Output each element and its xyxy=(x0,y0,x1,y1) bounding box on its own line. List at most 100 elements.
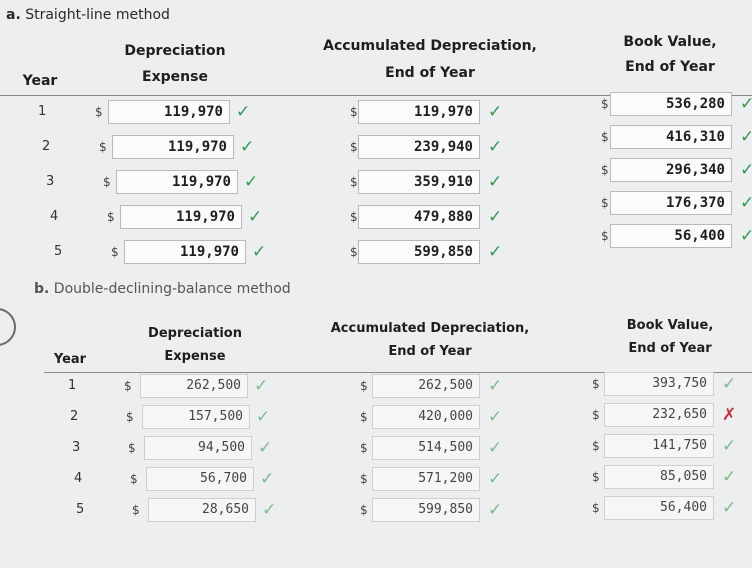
accumulated-input[interactable]: 479,880 xyxy=(358,205,480,229)
accumulated-input[interactable]: 239,940 xyxy=(358,135,480,159)
dollar-sign: $ xyxy=(360,410,368,424)
accumulated-input[interactable]: 514,500 xyxy=(372,436,480,460)
b-header-book-2: End of Year xyxy=(628,341,712,356)
check-mark-icon: ✓ xyxy=(488,172,503,192)
expense-input[interactable]: 119,970 xyxy=(124,240,246,264)
expense-input[interactable]: 94,500 xyxy=(144,436,252,460)
a-header-year: Year xyxy=(22,73,58,89)
year-cell: 3 xyxy=(46,174,55,189)
check-mark-icon: ✓ xyxy=(488,500,503,520)
dollar-sign: $ xyxy=(350,245,358,259)
check-mark-icon: ✓ xyxy=(256,407,271,427)
expense-input[interactable]: 119,970 xyxy=(112,135,234,159)
book-value-input[interactable]: 85,050 xyxy=(604,465,714,489)
book-value-input[interactable]: 393,750 xyxy=(604,372,714,396)
check-mark-icon: ✓ xyxy=(260,469,275,489)
check-mark-icon: ✓ xyxy=(488,207,503,227)
dollar-sign: $ xyxy=(601,229,609,243)
dollar-sign: $ xyxy=(601,163,609,177)
check-mark-icon: ✓ xyxy=(722,498,737,518)
a-header-accum-2: End of Year xyxy=(385,65,475,81)
year-cell: 2 xyxy=(70,409,79,424)
expense-input[interactable]: 262,500 xyxy=(140,374,248,398)
dollar-sign: $ xyxy=(350,175,358,189)
b-header-book-1: Book Value, xyxy=(626,318,714,333)
accumulated-input[interactable]: 420,000 xyxy=(372,405,480,429)
b-header-rule xyxy=(44,372,752,373)
expense-input[interactable]: 119,970 xyxy=(116,170,238,194)
accumulated-input[interactable]: 359,910 xyxy=(358,170,480,194)
year-cell: 5 xyxy=(54,244,63,259)
dollar-sign: $ xyxy=(350,140,358,154)
check-mark-icon: ✓ xyxy=(240,137,255,157)
year-cell: 1 xyxy=(68,378,77,393)
book-value-input[interactable]: 296,340 xyxy=(610,158,732,182)
a-header-expense-2: Expense xyxy=(142,69,208,85)
year-cell: 2 xyxy=(42,139,51,154)
dollar-sign: $ xyxy=(99,140,107,154)
a-header-rule xyxy=(0,95,752,96)
check-mark-icon: ✓ xyxy=(740,193,752,213)
dollar-sign: $ xyxy=(111,245,119,259)
dollar-sign: $ xyxy=(592,470,600,484)
dollar-sign: $ xyxy=(107,210,115,224)
book-value-input[interactable]: 56,400 xyxy=(610,224,732,248)
section-b-title: b. Double-declining-balance method xyxy=(34,281,291,297)
accumulated-input[interactable]: 571,200 xyxy=(372,467,480,491)
book-value-input[interactable]: 536,280 xyxy=(610,92,732,116)
book-value-input[interactable]: 416,310 xyxy=(610,125,732,149)
dollar-sign: $ xyxy=(601,97,609,111)
check-mark-icon: ✓ xyxy=(488,137,503,157)
accumulated-input[interactable]: 262,500 xyxy=(372,374,480,398)
expense-input[interactable]: 28,650 xyxy=(148,498,256,522)
accumulated-input[interactable]: 119,970 xyxy=(358,100,480,124)
dollar-sign: $ xyxy=(601,130,609,144)
accumulated-input[interactable]: 599,850 xyxy=(372,498,480,522)
b-header-expense-2: Expense xyxy=(164,349,226,364)
book-value-input[interactable]: 141,750 xyxy=(604,434,714,458)
dollar-sign: $ xyxy=(124,379,132,393)
book-value-input[interactable]: 176,370 xyxy=(610,191,732,215)
check-mark-icon: ✓ xyxy=(262,500,277,520)
dollar-sign: $ xyxy=(350,210,358,224)
check-mark-icon: ✓ xyxy=(740,160,752,180)
dollar-sign: $ xyxy=(360,503,368,517)
check-mark-icon: ✓ xyxy=(488,376,503,396)
book-value-input[interactable]: 56,400 xyxy=(604,496,714,520)
expense-input[interactable]: 157,500 xyxy=(142,405,250,429)
side-nav-arc-icon[interactable] xyxy=(0,308,16,346)
a-header-book-1: Book Value, xyxy=(623,34,717,50)
accumulated-input[interactable]: 599,850 xyxy=(358,240,480,264)
book-value-input[interactable]: 232,650 xyxy=(604,403,714,427)
check-mark-icon: ✓ xyxy=(488,102,503,122)
dollar-sign: $ xyxy=(360,472,368,486)
check-mark-icon: ✓ xyxy=(722,374,737,394)
expense-input[interactable]: 119,970 xyxy=(108,100,230,124)
expense-input[interactable]: 56,700 xyxy=(146,467,254,491)
section-b-heading: Double-declining-balance method xyxy=(53,281,291,297)
check-mark-icon: ✓ xyxy=(248,207,263,227)
dollar-sign: $ xyxy=(360,441,368,455)
check-mark-icon: ✓ xyxy=(722,467,737,487)
check-mark-icon: ✓ xyxy=(488,242,503,262)
dollar-sign: $ xyxy=(103,175,111,189)
dollar-sign: $ xyxy=(128,441,136,455)
dollar-sign: $ xyxy=(126,410,134,424)
expense-input[interactable]: 119,970 xyxy=(120,205,242,229)
year-cell: 3 xyxy=(72,440,81,455)
section-a-heading: Straight-line method xyxy=(25,7,170,23)
a-header-accum-1: Accumulated Depreciation, xyxy=(323,38,537,54)
dollar-sign: $ xyxy=(592,439,600,453)
section-b-letter: b. xyxy=(34,281,50,297)
section-a-title: a. Straight-line method xyxy=(6,7,170,23)
b-header-expense-1: Depreciation xyxy=(148,326,242,341)
check-mark-icon: ✓ xyxy=(722,436,737,456)
x-mark-icon: ✗ xyxy=(722,405,737,425)
dollar-sign: $ xyxy=(360,379,368,393)
b-header-year: Year xyxy=(53,352,87,367)
year-cell: 4 xyxy=(50,209,59,224)
check-mark-icon: ✓ xyxy=(254,376,269,396)
check-mark-icon: ✓ xyxy=(488,469,503,489)
check-mark-icon: ✓ xyxy=(488,438,503,458)
b-header-accum-1: Accumulated Depreciation, xyxy=(330,321,530,336)
